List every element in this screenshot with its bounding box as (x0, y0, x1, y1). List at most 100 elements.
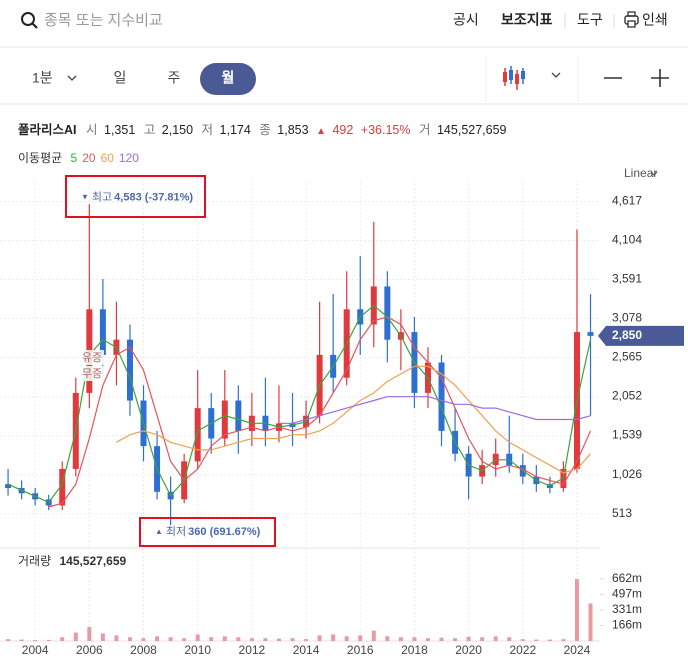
y-tick-label: 2,052 (612, 389, 642, 403)
volume-title: 거래량 145,527,659 (18, 554, 127, 568)
volume-bar (33, 640, 38, 641)
field-value: 2,150 (162, 123, 193, 137)
event-badge (80, 366, 104, 381)
dropdown-chevron[interactable] (551, 72, 561, 78)
dropdown-chevron[interactable] (650, 171, 658, 176)
icon-part (503, 72, 507, 82)
period-button[interactable]: 일 (114, 70, 127, 86)
icon-part (521, 71, 525, 79)
volume-bar (385, 636, 390, 641)
volume-bar (182, 638, 187, 641)
menu-item[interactable]: 공시 (453, 12, 479, 28)
x-tick-label: 2022 (509, 643, 536, 657)
period-button-selected[interactable] (200, 63, 256, 95)
volume-bar (46, 639, 51, 641)
event-label: 유증 (82, 351, 102, 364)
period-button[interactable]: 월 (222, 70, 235, 86)
volume-bar (60, 637, 65, 641)
candle-body (194, 408, 201, 462)
volume-bar (141, 638, 146, 641)
volume-bar (425, 638, 430, 641)
y-tick-label: 3,078 (612, 311, 642, 325)
menu-item[interactable]: 보조지표 (501, 12, 553, 28)
period-button[interactable]: 1분 (32, 70, 53, 86)
chart-type-icon[interactable] (503, 66, 525, 90)
field-label: 거 (419, 123, 431, 137)
annotation-text: 최저 (166, 525, 186, 538)
volume-bar (331, 634, 336, 641)
y-tick-label: 1,539 (612, 428, 642, 442)
x-tick-label: 2006 (76, 643, 103, 657)
y-tick-label: 4,617 (612, 194, 642, 208)
field-value: 1,351 (104, 123, 135, 137)
x-tick-label: 2016 (347, 643, 374, 657)
volume-bar (114, 635, 119, 641)
volume-bar (249, 638, 254, 641)
change-percent: +36.15% (361, 123, 411, 137)
legend-entry: 20 (82, 151, 96, 165)
volume-bar (507, 637, 512, 641)
volume-bar (290, 638, 295, 641)
candle-body (59, 468, 66, 506)
moving-average-line (279, 396, 591, 424)
volume-bar (547, 639, 552, 641)
y-tick-label: 166m (612, 618, 642, 632)
icon-part (515, 74, 519, 84)
volume-bar (127, 637, 132, 641)
volume-bar (168, 637, 173, 641)
field-value: 145,527,659 (437, 123, 507, 137)
y-tick-label: 513 (612, 506, 632, 520)
print-icon[interactable] (624, 11, 639, 28)
volume-bar (222, 636, 227, 641)
dropdown-chevron[interactable] (67, 75, 77, 81)
y-tick-label: 2,565 (612, 350, 642, 364)
candle-body (587, 332, 594, 336)
volume-bar (453, 638, 458, 641)
y-tick-label: 3,591 (612, 272, 642, 286)
icon-part (509, 70, 513, 80)
search-icon (31, 22, 38, 29)
annotation: ▲ 최저 360 (691.67%) (155, 525, 261, 538)
candle-body (384, 286, 391, 340)
volume-label: 거래량 (18, 554, 51, 568)
candle-body (126, 339, 133, 401)
x-tick-label: 2008 (130, 643, 157, 657)
current-price-badge (598, 325, 684, 346)
volume-bar (534, 639, 539, 641)
current-price-label: 2,850 (612, 328, 642, 342)
scale-toggle[interactable]: Linear (624, 166, 657, 180)
volume-bar (439, 637, 444, 641)
search-icon (21, 12, 35, 26)
x-tick-label: 2014 (293, 643, 320, 657)
annotation-marker: ▲ (155, 527, 163, 536)
period-button[interactable]: 주 (168, 70, 181, 86)
menu-item[interactable]: 도구 (577, 12, 603, 28)
annotation-text: 최고 (92, 190, 112, 203)
moving-average-line (7, 304, 592, 504)
volume-bar (398, 637, 403, 641)
field-label: 고 (144, 123, 156, 137)
menu-item[interactable]: 인쇄 (642, 12, 668, 28)
highlight-box (65, 175, 206, 218)
y-tick-label: 331m (612, 602, 642, 616)
change-value: 492 (332, 123, 353, 137)
candle-body (235, 400, 242, 431)
x-tick-label: 2018 (401, 643, 428, 657)
change-marker: ▲ (316, 126, 326, 137)
volume-bar (100, 633, 105, 641)
candle-body (99, 309, 106, 355)
volume-bar (6, 639, 11, 641)
grid (0, 180, 600, 641)
y-tick-label: 497m (612, 587, 642, 601)
x-tick-label: 2020 (455, 643, 482, 657)
volume-bar (480, 637, 485, 641)
legend-entry: 120 (119, 151, 139, 165)
volume-bar (209, 637, 214, 641)
x-tick-label: 2012 (239, 643, 266, 657)
search-placeholder[interactable]: 종목 또는 지수비교 (44, 12, 163, 29)
volume-bar (466, 636, 471, 641)
field-value: 1,853 (277, 123, 308, 137)
search-box[interactable]: 종목 또는 지수비교 (21, 12, 163, 29)
